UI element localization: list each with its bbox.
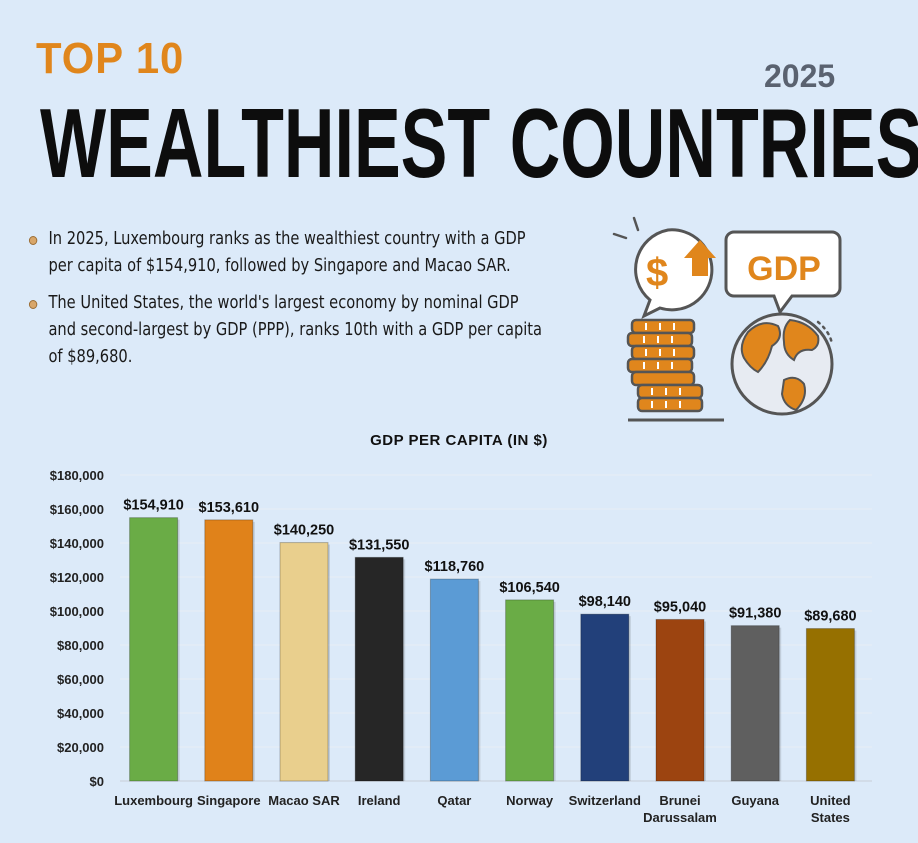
bar [129,517,179,782]
data-label: $154,910 [123,498,183,514]
x-tick-label-line: States [811,810,850,825]
bar [204,519,254,782]
x-tick-label-line: Macao SAR [268,793,340,808]
x-tick-label: Switzerland [569,793,641,808]
dollar-symbol: $ [646,251,668,295]
data-label: $89,680 [804,609,856,625]
chart-title: GDP PER CAPITA (IN $) [370,432,548,449]
bullet-item: The United States, the world's largest e… [28,290,549,371]
data-label: $153,610 [199,500,259,516]
y-tick-label: $0 [90,774,104,789]
x-tick-label: Brunei Darussalam [643,793,717,825]
x-tick-label-line: Brunei [659,793,700,808]
x-tick-label: United States [810,793,851,825]
coin-stack-icon [626,318,724,422]
bar [505,599,555,782]
data-label: $106,540 [499,580,559,596]
y-tick-label: $160,000 [50,502,104,517]
y-tick-label: $60,000 [57,672,104,687]
x-tick-label: Ireland [358,793,401,808]
data-label: $140,250 [274,523,334,539]
bar [805,628,855,782]
x-tick-label-line: Darussalam [643,810,717,825]
summary-bullets: In 2025, Luxembourg ranks as the wealthi… [28,226,588,381]
y-tick-label: $80,000 [57,638,104,653]
year-label: 2025 [764,58,836,94]
gdp-bar-chart: $0 $20,000 $40,000 $60,000 $80,000 $100,000 $1… [50,468,872,825]
bullet-text: The United States, the world's largest e… [48,293,543,367]
x-tick-label: Macao SAR [268,793,340,808]
x-tick-label: Guyana [731,793,779,808]
bullet-item: In 2025, Luxembourg ranks as the wealthi… [28,226,549,280]
y-tick-label: $120,000 [50,570,104,585]
bar [655,618,705,782]
bar [279,542,329,782]
x-tick-label-line: Singapore [197,793,261,808]
data-label: $98,140 [579,594,631,610]
data-label: $118,760 [425,559,485,575]
y-tick-label: $20,000 [57,740,104,755]
page-title: WEALTHIEST COUNTRIES [40,88,918,198]
bar [730,625,780,782]
x-tick-label: Qatar [437,793,471,808]
y-tick-label: $40,000 [57,706,104,721]
x-tick-label-line: Ireland [358,793,401,808]
bar [429,578,479,782]
x-tick-label-line: Norway [506,793,554,808]
x-tick-label: Luxembourg [114,793,193,808]
y-tick-label: $140,000 [50,536,104,551]
bar [354,556,404,782]
bar [580,613,630,782]
x-tick-label-line: Luxembourg [114,793,193,808]
bullet-dot-icon [28,236,38,245]
dollar-up-icon: $ [612,216,716,320]
data-label: $95,040 [654,599,706,615]
bullet-text: In 2025, Luxembourg ranks as the wealthi… [48,229,526,276]
x-tick-label: Singapore [197,793,261,808]
bullet-dot-icon [28,300,38,309]
y-tick-label: $180,000 [50,468,104,483]
data-label: $91,380 [729,606,781,622]
data-label: $131,550 [349,537,409,553]
finance-illustration: $ GDP [612,216,842,422]
gdp-label: GDP [747,250,821,288]
x-tick-label-line: Guyana [731,793,779,808]
kicker-title: TOP 10 [36,34,185,83]
x-tick-label-line: Switzerland [569,793,641,808]
x-tick-label-line: United [810,793,851,808]
gdp-speech-icon: GDP [724,230,842,316]
y-tick-label: $100,000 [50,604,104,619]
x-tick-label: Norway [506,793,554,808]
globe-icon [730,312,834,416]
x-tick-label-line: Qatar [437,793,471,808]
